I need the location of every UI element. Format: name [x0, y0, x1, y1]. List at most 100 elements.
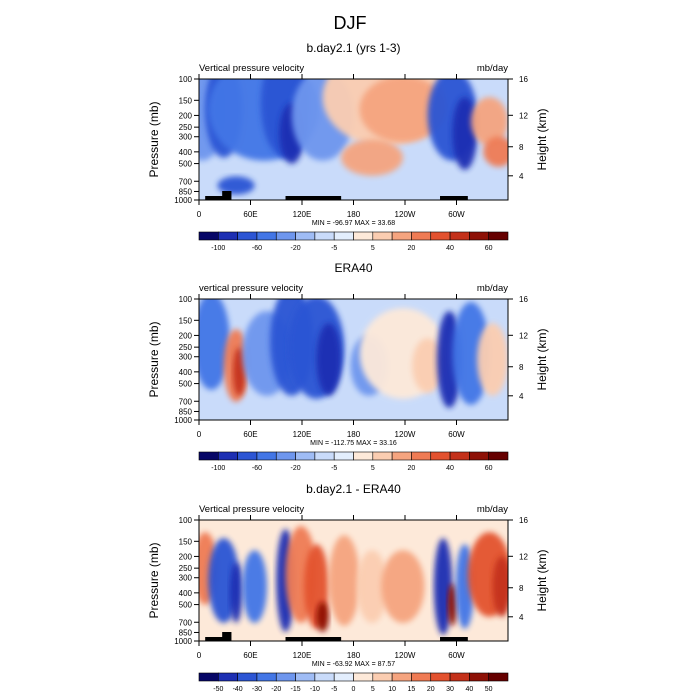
- panel-2: ERA40 vertical pressure velocity mb/day 100…: [147, 261, 549, 472]
- y-tick-label: 100: [179, 516, 193, 525]
- colorbar-swatch: [295, 672, 316, 682]
- colorbar-swatch: [333, 672, 354, 682]
- y-axis-label-right: Height (km): [535, 328, 549, 390]
- y-axis-label-right: Height (km): [535, 549, 549, 611]
- colorbar-label: -60: [252, 245, 262, 252]
- y-tick-label: 1000: [174, 196, 192, 205]
- y-tick-label: 400: [179, 148, 193, 157]
- y-tick-label: 150: [179, 316, 193, 325]
- y-tick-label: 200: [179, 111, 193, 120]
- colorbar-swatch: [430, 672, 451, 682]
- colorbar-label: 50: [485, 686, 493, 693]
- colorbar-label: 60: [485, 465, 493, 472]
- contour-blob: [199, 299, 230, 390]
- y-tick-label: 100: [179, 295, 193, 304]
- colorbar-swatch: [449, 672, 470, 682]
- panel-title: ERA40: [334, 261, 372, 275]
- panel-left-label: Vertical pressure velocity: [199, 63, 304, 74]
- x-tick-label: 120W: [395, 430, 416, 439]
- y-tick-label: 700: [179, 177, 193, 186]
- x-tick-label: 120W: [395, 210, 416, 219]
- contour-blob: [242, 550, 267, 623]
- height-tick-label: 8: [519, 143, 524, 152]
- colorbar-swatch: [430, 451, 451, 461]
- y-tick-label: 1000: [174, 637, 192, 646]
- colorbar-swatch: [353, 451, 374, 461]
- x-tick-label: 60W: [448, 210, 465, 219]
- contour-blob: [483, 136, 508, 167]
- y-tick-label: 850: [179, 628, 193, 637]
- height-tick-label: 8: [519, 363, 524, 372]
- x-tick-label: 120E: [293, 651, 312, 660]
- x-tick-label: 60E: [243, 210, 257, 219]
- y-tick-label: 500: [179, 601, 193, 610]
- panel-left-label: Vertical pressure velocity: [199, 504, 304, 515]
- colorbar-swatch: [391, 672, 412, 682]
- colorbar-swatch: [469, 451, 489, 461]
- y-axis-label-right: Height (km): [535, 108, 549, 170]
- colorbar-swatch: [469, 231, 489, 241]
- height-tick-label: 16: [519, 516, 528, 525]
- panel-title: b.day2.1 - ERA40: [306, 482, 401, 496]
- height-tick-label: 16: [519, 295, 528, 304]
- panel-units-label: mb/day: [477, 504, 508, 515]
- colorbar-swatch: [411, 451, 432, 461]
- height-tick-label: 16: [519, 75, 528, 84]
- colorbar-swatch: [333, 451, 354, 461]
- contour-blob: [452, 97, 478, 170]
- y-tick-label: 1000: [174, 416, 192, 425]
- colorbar-swatch: [218, 451, 238, 461]
- colorbar-swatch: [256, 672, 277, 682]
- colorbar-label: -5: [331, 245, 337, 252]
- colorbar-label: 40: [465, 686, 473, 693]
- colorbar-swatch: [275, 451, 296, 461]
- x-tick-label: 60W: [448, 430, 465, 439]
- colorbar-swatch: [314, 231, 335, 241]
- contour-blob: [381, 550, 425, 623]
- min-max-stats: MIN = -63.92 MAX = 87.57: [312, 661, 395, 668]
- panel-units-label: mb/day: [477, 283, 508, 294]
- colorbar-label: -100: [211, 465, 225, 472]
- land-bar: [440, 196, 468, 200]
- contour-blob: [477, 323, 508, 396]
- colorbar-label: 0: [352, 686, 356, 693]
- land-bar: [205, 196, 230, 200]
- colorbar-swatch: [488, 231, 509, 241]
- contour-blob: [412, 338, 444, 393]
- colorbar-swatch: [198, 672, 219, 682]
- height-tick-label: 12: [519, 111, 528, 120]
- y-tick-label: 250: [179, 123, 193, 132]
- colorbar-swatch: [198, 451, 219, 461]
- y-tick-label: 300: [179, 353, 193, 362]
- panel-1: b.day2.1 (yrs 1-3)Vertical pressure velo…: [147, 41, 549, 252]
- x-tick-label: 180: [347, 210, 361, 219]
- colorbar-label: -15: [291, 686, 301, 693]
- y-tick-label: 400: [179, 368, 193, 377]
- contour-blob: [492, 556, 508, 617]
- colorbar-swatch: [295, 451, 316, 461]
- min-max-stats: MIN = -96.97 MAX = 33.68: [312, 220, 395, 227]
- y-tick-label: 850: [179, 407, 193, 416]
- height-tick-label: 12: [519, 552, 528, 561]
- land-bar: [205, 637, 230, 641]
- colorbar-label: -50: [213, 686, 223, 693]
- colorbar-label: -100: [211, 245, 225, 252]
- y-tick-label: 850: [179, 187, 193, 196]
- colorbar-swatch: [469, 672, 489, 682]
- colorbar-swatch: [488, 672, 509, 682]
- height-tick-label: 4: [519, 392, 524, 401]
- land-bar: [440, 637, 468, 641]
- colorbar-label: 5: [371, 686, 375, 693]
- colorbar-swatch: [353, 672, 374, 682]
- colorbar-label: -40: [233, 686, 243, 693]
- colorbar-label: -10: [310, 686, 320, 693]
- y-tick-label: 400: [179, 589, 193, 598]
- colorbar-label: 5: [371, 245, 375, 252]
- y-axis-label: Pressure (mb): [147, 101, 161, 177]
- x-tick-label: 60E: [243, 430, 257, 439]
- figure-title: DJF: [334, 13, 367, 33]
- y-tick-label: 150: [179, 96, 193, 105]
- colorbar-label: 5: [371, 465, 375, 472]
- colorbar-swatch: [237, 231, 258, 241]
